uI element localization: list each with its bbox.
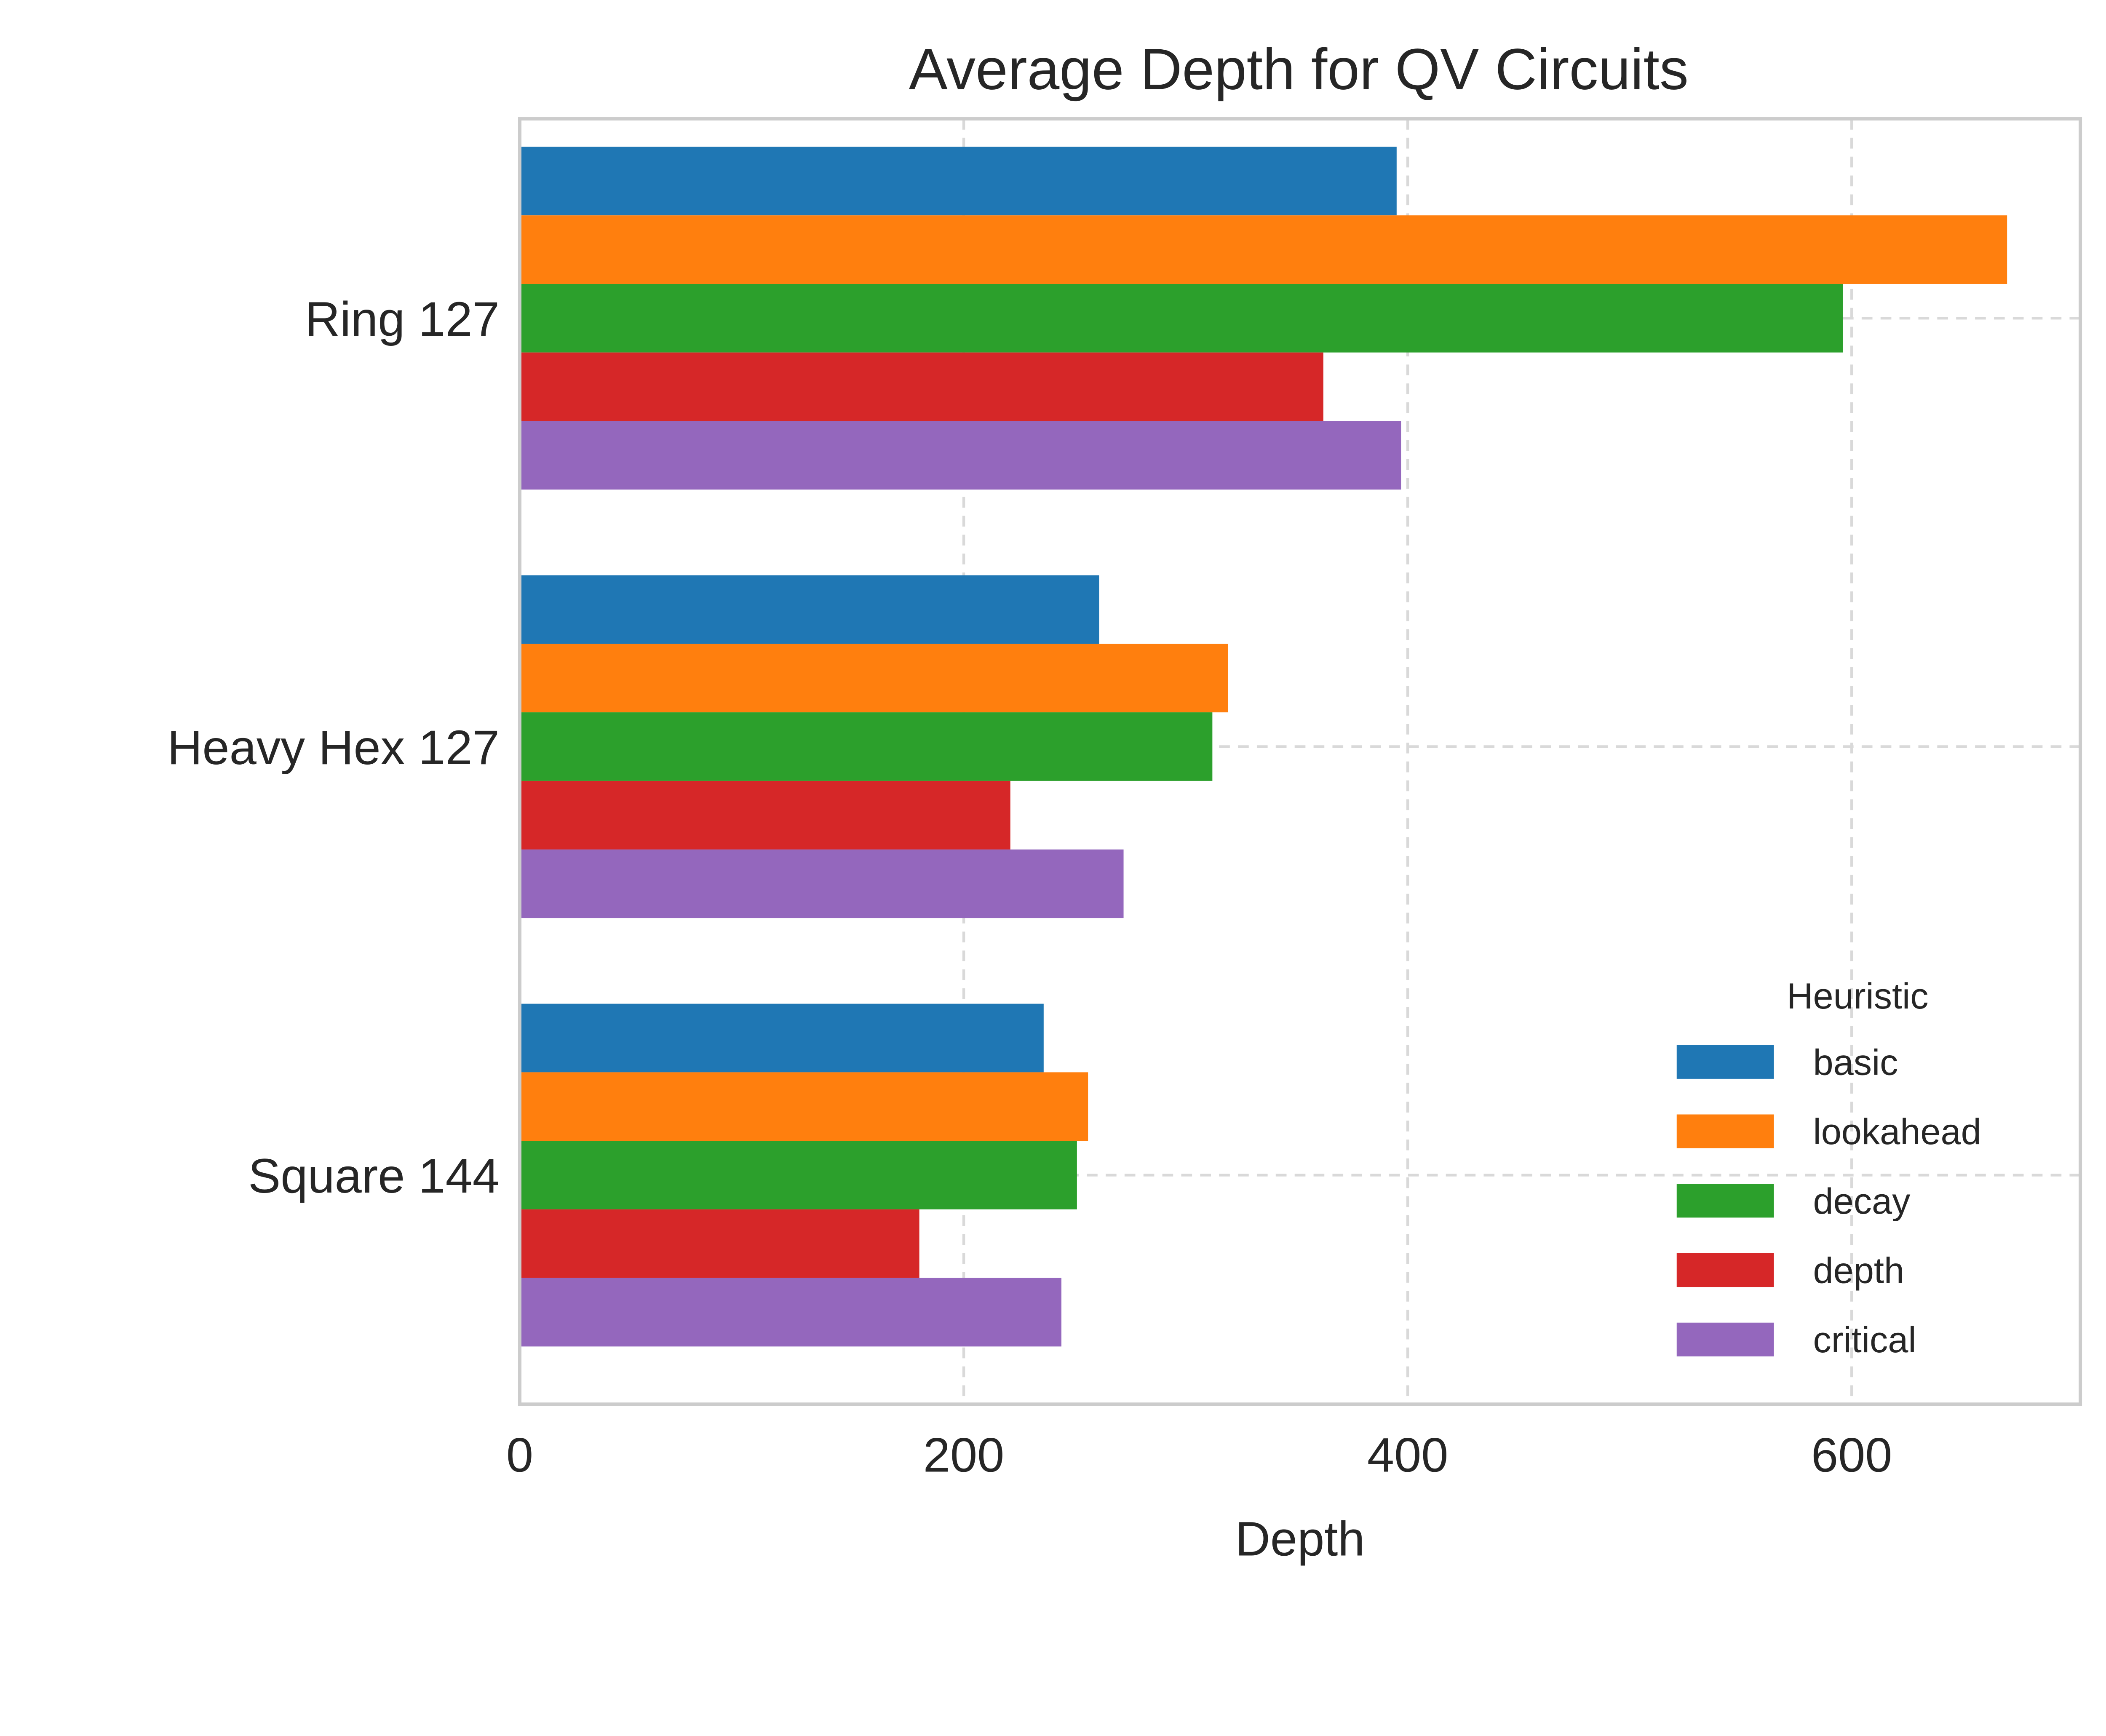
bar-chart: Average Depth for QV Circuits 0 200 400 600… [167, 37, 2082, 1566]
x-tick-label: 200 [923, 1428, 1005, 1482]
x-axis-label: Depth [1235, 1512, 1365, 1566]
chart-title: Average Depth for QV Circuits [909, 37, 1689, 102]
bar-depth [519, 1209, 919, 1278]
bar-basic [519, 147, 1397, 216]
bars [519, 147, 2007, 1347]
x-tick-label: 0 [506, 1428, 533, 1482]
bar-decay [519, 1141, 1077, 1209]
bar-decay [519, 712, 1213, 781]
bar-critical [519, 1278, 1061, 1347]
bar-critical [519, 421, 1401, 490]
bar-lookahead [519, 1072, 1088, 1141]
legend: Heuristic basic lookahead decay depth critic… [1676, 976, 1981, 1360]
y-tick-label: Heavy Hex 127 [167, 721, 500, 775]
legend-label: critical [1813, 1320, 1916, 1360]
x-tick-label: 400 [1367, 1428, 1449, 1482]
legend-label: lookahead [1813, 1112, 1981, 1152]
legend-swatch-depth [1676, 1253, 1774, 1287]
legend-swatch-decay [1676, 1184, 1774, 1218]
bar-decay [519, 284, 1843, 353]
bar-depth [519, 781, 1010, 850]
legend-swatch-lookahead [1676, 1114, 1774, 1148]
bar-lookahead [519, 215, 2007, 284]
bar-basic [519, 1003, 1044, 1073]
legend-swatch-basic [1676, 1045, 1774, 1079]
y-tick-label: Ring 127 [305, 292, 500, 346]
legend-swatch-critical [1676, 1322, 1774, 1356]
bar-depth [519, 352, 1323, 421]
plot-frame [518, 117, 2082, 1406]
bar-lookahead [519, 644, 1228, 713]
legend-title: Heuristic [1787, 976, 1929, 1016]
bar-critical [519, 849, 1124, 918]
legend-label: basic [1813, 1042, 1898, 1083]
bar-basic [519, 575, 1099, 644]
x-ticks: 0 200 400 600 [506, 1428, 1892, 1482]
legend-label: decay [1813, 1181, 1911, 1222]
y-ticks: Ring 127 Heavy Hex 127 Square 144 [167, 292, 500, 1203]
x-tick-label: 600 [1811, 1428, 1892, 1482]
y-tick-label: Square 144 [248, 1149, 500, 1203]
legend-label: depth [1813, 1251, 1904, 1291]
